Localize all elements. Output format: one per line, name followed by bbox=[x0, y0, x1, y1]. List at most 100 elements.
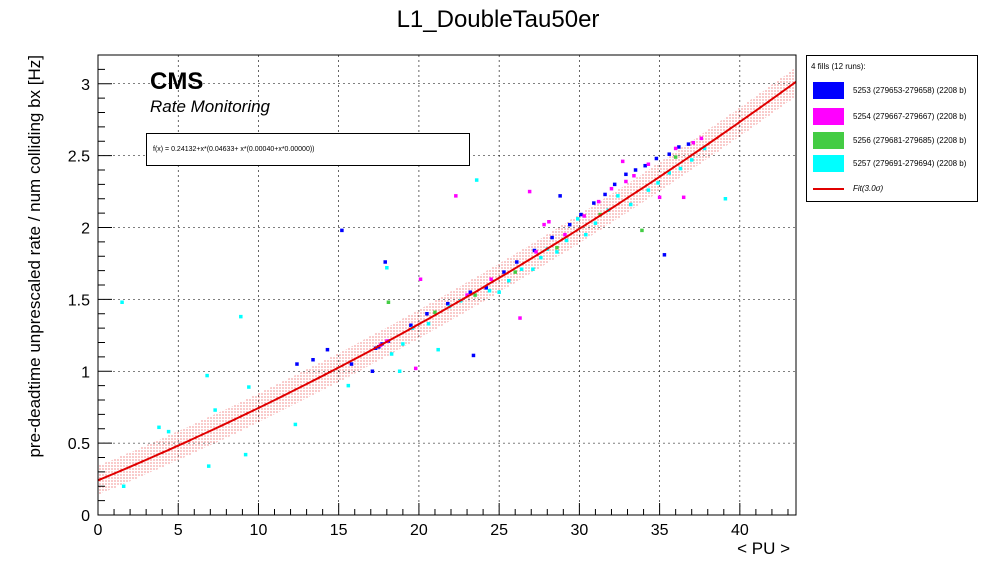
data-point-series-3 bbox=[487, 289, 492, 293]
y-tick-label: 1.5 bbox=[68, 292, 90, 309]
data-point-series-0 bbox=[662, 253, 667, 257]
data-point-series-0 bbox=[383, 260, 387, 264]
data-point-series-3 bbox=[243, 452, 248, 457]
data-point-series-3 bbox=[646, 188, 651, 192]
data-point-series-1 bbox=[547, 220, 551, 224]
legend: 4 fills (12 runs): 5253 (279653-279658) … bbox=[806, 55, 978, 202]
data-point-series-3 bbox=[678, 166, 683, 171]
data-point-series-3 bbox=[166, 429, 171, 434]
data-point-series-2 bbox=[473, 293, 477, 297]
data-point-series-1 bbox=[673, 146, 678, 151]
data-point-series-3 bbox=[584, 232, 588, 237]
legend-label-5256: 5256 (279681-279685) (2208 b) bbox=[853, 136, 967, 145]
legend-entry-fit: Fit(3.0σ) bbox=[811, 180, 979, 200]
legend-swatch-5253 bbox=[813, 82, 844, 99]
data-point-series-1 bbox=[681, 195, 686, 200]
x-tick-label: 20 bbox=[410, 522, 428, 539]
fit-sigma-band bbox=[98, 67, 796, 495]
data-point-series-2 bbox=[513, 270, 517, 274]
data-point-series-3 bbox=[616, 194, 620, 198]
data-point-series-3 bbox=[213, 408, 217, 412]
x-tick-label: 15 bbox=[330, 522, 348, 539]
y-tick-label: 1 bbox=[81, 364, 90, 381]
data-point-series-3 bbox=[239, 314, 243, 319]
data-point-series-3 bbox=[121, 484, 126, 488]
data-point-series-0 bbox=[667, 152, 671, 156]
data-point-series-3 bbox=[497, 290, 501, 294]
data-point-series-1 bbox=[413, 366, 418, 371]
data-point-series-0 bbox=[624, 172, 628, 177]
data-point-series-3 bbox=[555, 250, 559, 254]
data-point-series-3 bbox=[293, 422, 298, 427]
fit-formula-box: f(x) = 0.24132+x*(0.04633+ x*(0.00040+x*… bbox=[146, 133, 470, 166]
x-tick-label: 10 bbox=[250, 522, 268, 539]
legend-label-fit: Fit(3.0σ) bbox=[853, 184, 884, 193]
x-tick-label: 25 bbox=[490, 522, 508, 539]
data-point-series-0 bbox=[349, 362, 354, 366]
data-point-series-0 bbox=[550, 235, 554, 240]
data-point-series-0 bbox=[502, 270, 506, 274]
data-point-series-1 bbox=[527, 189, 532, 194]
cms-label: CMS bbox=[150, 68, 204, 95]
data-point-series-3 bbox=[385, 266, 389, 270]
data-point-series-1 bbox=[454, 194, 458, 198]
data-point-series-3 bbox=[564, 238, 569, 243]
data-point-series-0 bbox=[643, 163, 647, 168]
data-point-series-2 bbox=[386, 300, 391, 304]
data-point-series-0 bbox=[633, 168, 638, 172]
legend-entry-5254: 5254 (279667-279667) (2208 b) bbox=[811, 108, 979, 128]
data-point-series-3 bbox=[702, 146, 707, 151]
data-point-series-1 bbox=[657, 195, 662, 200]
data-point-series-0 bbox=[311, 358, 315, 362]
legend-entry-5256: 5256 (279681-279685) (2208 b) bbox=[811, 132, 979, 152]
data-point-series-0 bbox=[295, 362, 299, 366]
data-point-series-3 bbox=[519, 267, 524, 271]
y-tick-label: 0.5 bbox=[68, 436, 90, 453]
data-point-series-0 bbox=[654, 156, 659, 161]
data-point-series-1 bbox=[518, 316, 522, 320]
data-point-series-1 bbox=[632, 174, 636, 178]
legend-entry-5253: 5253 (279653-279658) (2208 b) bbox=[811, 82, 979, 102]
data-point-series-2 bbox=[433, 310, 437, 315]
data-point-series-3 bbox=[205, 373, 209, 378]
data-point-series-3 bbox=[576, 217, 580, 221]
data-point-series-3 bbox=[397, 369, 402, 373]
data-point-series-1 bbox=[489, 277, 493, 281]
y-axis-label: pre-deadtime unprescaled rate / num coll… bbox=[25, 55, 44, 458]
data-point-series-0 bbox=[612, 182, 617, 187]
data-point-series-1 bbox=[563, 232, 567, 237]
y-tick-label: 3 bbox=[81, 77, 90, 94]
data-point-series-0 bbox=[515, 260, 519, 264]
data-point-series-3 bbox=[689, 158, 694, 162]
data-point-series-0 bbox=[677, 145, 681, 149]
y-tick-label: 2 bbox=[81, 221, 90, 238]
data-point-series-0 bbox=[579, 212, 583, 217]
data-point-series-1 bbox=[418, 277, 423, 281]
data-point-series-1 bbox=[691, 140, 696, 145]
x-tick-label: 40 bbox=[731, 522, 749, 539]
data-point-series-3 bbox=[436, 347, 440, 352]
data-point-series-1 bbox=[699, 136, 704, 141]
data-point-series-0 bbox=[425, 312, 429, 316]
legend-label-5254: 5254 (279667-279667) (2208 b) bbox=[853, 112, 967, 121]
legend-swatch-5256 bbox=[813, 132, 844, 149]
data-point-series-0 bbox=[592, 201, 596, 205]
data-point-series-3 bbox=[120, 300, 124, 304]
data-point-series-0 bbox=[603, 192, 607, 197]
data-point-series-0 bbox=[468, 290, 473, 294]
data-point-series-3 bbox=[389, 352, 394, 356]
data-point-series-3 bbox=[346, 383, 351, 388]
data-point-series-3 bbox=[507, 278, 511, 283]
data-point-series-2 bbox=[640, 228, 644, 233]
data-point-series-1 bbox=[620, 159, 625, 164]
data-point-series-3 bbox=[247, 385, 251, 389]
legend-header: 4 fills (12 runs): bbox=[811, 62, 866, 71]
rate-monitoring-label: Rate Monitoring bbox=[150, 97, 271, 116]
data-point-series-0 bbox=[568, 222, 572, 227]
y-tick-label: 2.5 bbox=[68, 149, 90, 166]
data-point-series-3 bbox=[656, 181, 660, 185]
y-axis: 0 0.5 1 1.5 2 2.5 3 bbox=[68, 54, 112, 525]
data-point-series-0 bbox=[325, 347, 330, 352]
x-tick-label: 0 bbox=[94, 522, 103, 539]
data-point-series-0 bbox=[471, 353, 476, 358]
